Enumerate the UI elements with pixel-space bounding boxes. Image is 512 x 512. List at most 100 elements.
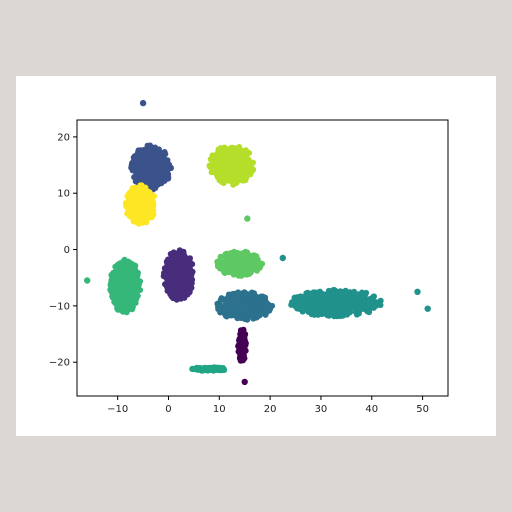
data-point [177,295,184,302]
x-tick-label: 50 [416,404,429,415]
data-point [216,159,223,166]
data-point [373,302,380,309]
cluster-7 [214,289,276,323]
data-point [291,296,298,303]
data-point [246,305,253,312]
data-point [180,250,187,257]
data-point [210,161,217,168]
data-point [229,259,236,266]
data-point [232,167,239,174]
data-point [237,340,243,347]
data-point [231,254,238,261]
figure-canvas: −10 0 10 20 30 40 50 −20 −10 0 10 20 [16,76,496,436]
data-point [131,156,138,163]
data-point [213,366,220,372]
data-point [124,306,131,313]
data-point [130,204,137,211]
data-point [221,171,228,178]
data-point [114,270,121,277]
data-point [174,258,181,265]
data-point [240,152,247,159]
data-point [241,303,248,310]
data-point [169,277,176,284]
outlier-point [139,99,147,107]
data-point [331,302,338,309]
data-point [137,278,144,285]
data-point [216,305,223,312]
cluster-8 [288,286,384,320]
data-point [180,289,186,296]
data-point [157,162,164,169]
data-point [295,300,302,307]
data-point [231,148,238,155]
data-point [344,293,351,300]
data-point [241,334,248,341]
data-point [123,290,130,297]
x-tick-label: 40 [365,404,378,415]
data-point [142,172,149,179]
data-point [132,289,139,296]
data-point [121,285,128,292]
data-point [148,214,155,221]
data-point [149,180,156,187]
data-point [237,147,244,154]
data-point [129,214,136,221]
data-point [222,312,229,319]
data-point [182,259,189,266]
data-point [123,272,130,279]
data-point [170,284,177,291]
outlier-point [241,378,248,386]
cluster-6 [160,247,196,303]
data-point [208,366,215,373]
scatter-chart: −10 0 10 20 30 40 50 −20 −10 0 10 20 [49,99,449,415]
data-point [208,169,215,176]
data-point [177,273,184,280]
data-point [134,193,140,200]
x-tick-label: 0 [165,404,171,415]
data-point [150,146,157,153]
data-point [366,309,373,316]
data-point [377,297,384,304]
data-point [164,261,171,268]
data-point [129,306,136,313]
outlier-point [244,215,251,222]
data-point [222,251,229,258]
data-point [338,304,344,311]
data-point [366,297,373,304]
data-point [233,308,240,315]
data-point [231,297,237,304]
data-point [266,307,273,314]
data-point [138,213,144,220]
data-point [314,306,321,313]
data-point [145,198,152,204]
data-point [109,293,116,300]
data-point [124,193,131,200]
data-point [136,163,143,170]
data-point [209,152,216,159]
data-point [227,145,234,152]
data-point [242,253,248,260]
data-point [242,269,249,276]
data-point [134,272,141,279]
data-point [188,279,195,286]
data-point [145,209,152,216]
data-point [255,295,262,302]
data-point [223,176,230,183]
data-point [152,167,159,174]
data-point [228,305,235,312]
data-point [218,148,225,155]
data-point [342,288,349,295]
data-point [156,177,163,184]
data-point [331,289,338,296]
y-tick-label: 0 [64,245,70,256]
data-point [266,302,273,309]
data-point [116,288,123,295]
data-point [128,300,135,307]
data-point [107,282,114,289]
outlier-point [424,305,431,312]
y-tick-label: 20 [57,132,70,143]
x-axis: −10 0 10 20 30 40 50 [107,396,429,415]
outlier-point [414,288,421,295]
data-point [248,168,255,175]
data-point [236,290,243,297]
